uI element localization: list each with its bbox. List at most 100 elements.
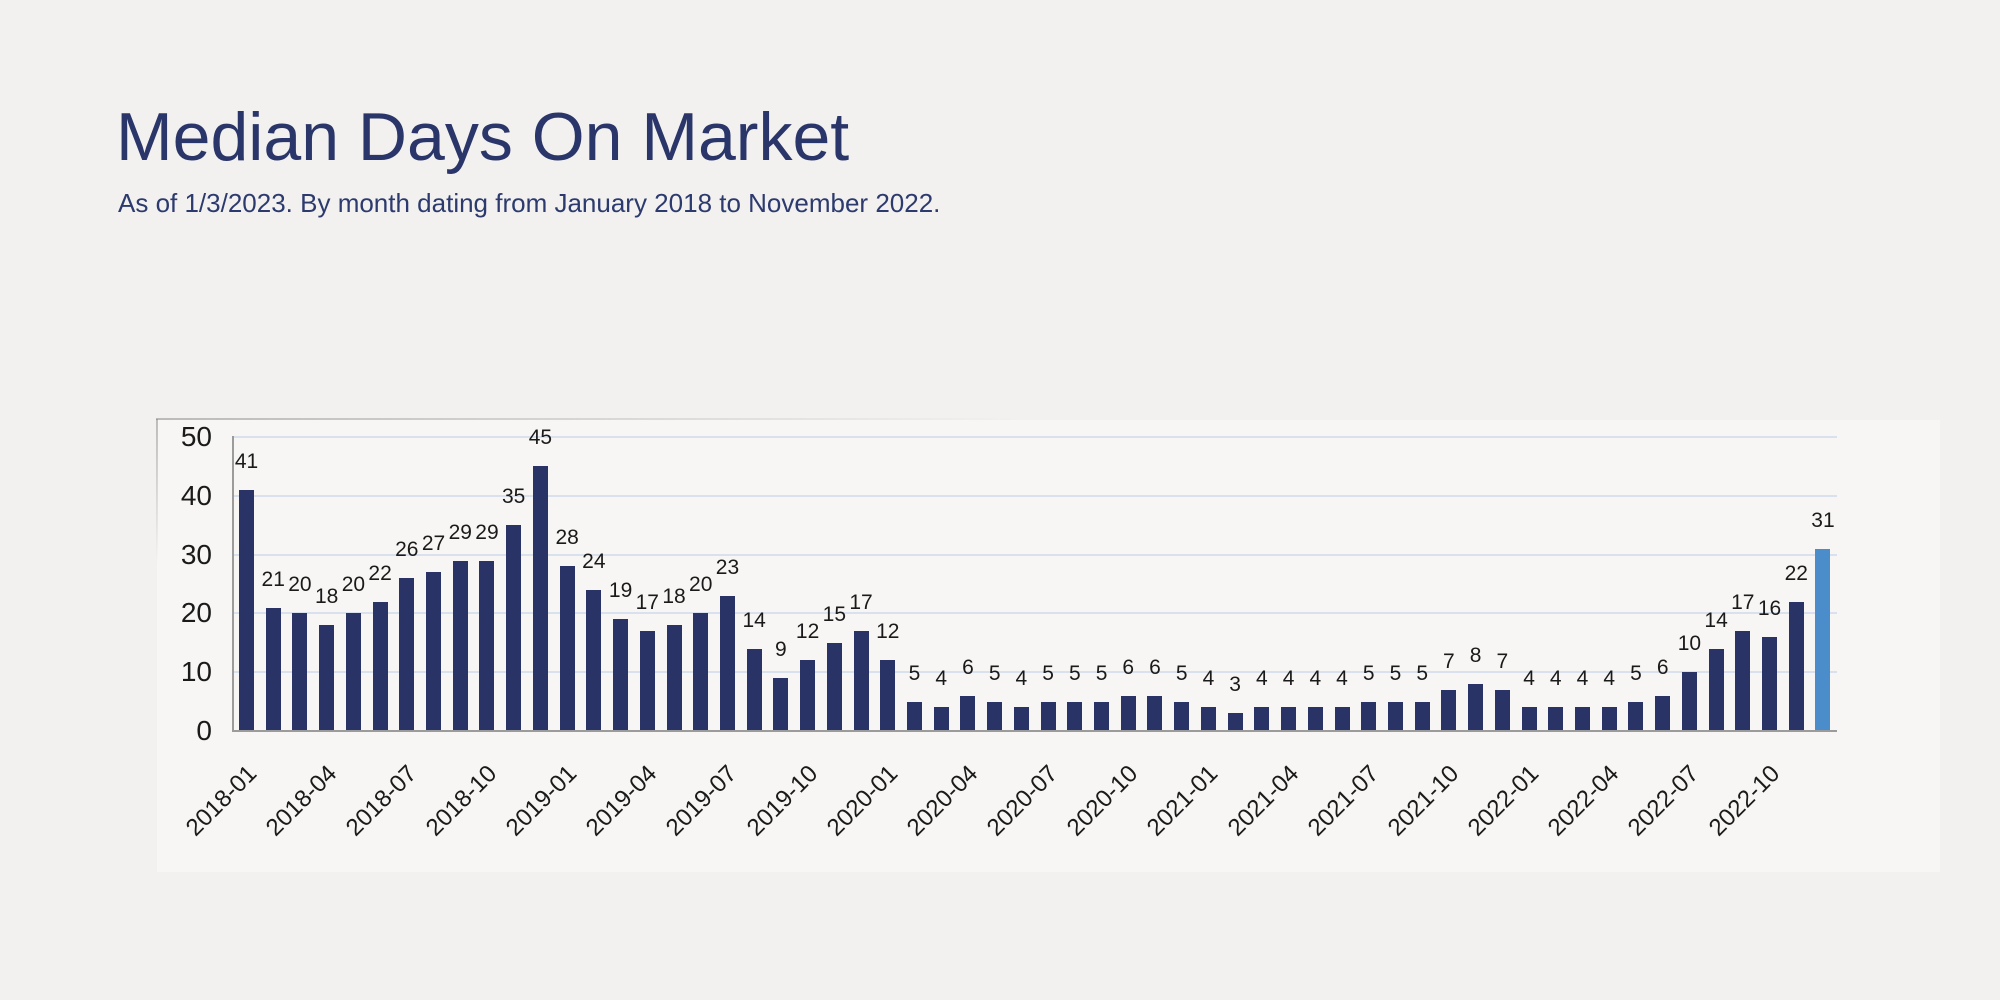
bar-value-label: 24 (582, 549, 606, 573)
bar (907, 701, 922, 732)
bar (319, 625, 335, 732)
grid-line-y10 (233, 671, 1837, 674)
bar (586, 589, 602, 732)
bar-value-label: 22 (368, 561, 392, 585)
bar (1521, 707, 1537, 732)
bar (559, 566, 575, 732)
bar (853, 631, 869, 732)
bar (1040, 701, 1056, 732)
bar-value-label: 12 (795, 620, 820, 644)
chart-card-shadow-left (156, 419, 158, 569)
bar (452, 560, 468, 732)
bar-value-label: 4 (1015, 667, 1028, 691)
bar (826, 642, 842, 732)
bar-value-label: 18 (662, 585, 686, 609)
bar-value-label: 4 (1282, 667, 1295, 691)
bar-value-label: 45 (528, 426, 553, 450)
bar (265, 607, 281, 732)
y-axis-line (231, 436, 234, 732)
bar-value-label: 29 (448, 520, 472, 544)
bar-value-label: 16 (1757, 596, 1782, 620)
bar-value-label: 14 (1704, 608, 1728, 632)
y-tick-label: 50 (180, 421, 212, 453)
bar-value-label: 4 (1549, 667, 1562, 691)
x-axis-line (231, 730, 1837, 732)
bar (1655, 695, 1671, 732)
bar-value-label: 26 (395, 538, 419, 562)
bar (800, 660, 816, 732)
bar-value-label: 17 (849, 591, 873, 615)
bar (292, 613, 308, 732)
bar (773, 678, 789, 732)
bar-value-label: 4 (1603, 667, 1616, 691)
bar-value-label: 10 (1677, 632, 1702, 656)
bar-value-label: 6 (1656, 655, 1669, 679)
bar (399, 578, 415, 732)
bar-value-label: 4 (1523, 667, 1535, 691)
bar-value-label: 14 (742, 608, 766, 632)
bar-value-label: 23 (715, 555, 740, 579)
y-tick-label: 20 (180, 597, 212, 629)
bar (1468, 683, 1484, 732)
bar (1575, 707, 1590, 732)
bar-value-label: 29 (475, 520, 499, 544)
y-tick-label: 10 (180, 656, 212, 688)
bar-value-label: 9 (775, 638, 787, 662)
bar-value-label: 5 (988, 661, 1001, 685)
bar-value-label: 20 (341, 573, 366, 597)
bar (1414, 701, 1430, 732)
bar (1147, 695, 1163, 732)
bar-value-label: 27 (421, 532, 446, 556)
bar-value-label: 4 (1576, 667, 1589, 691)
bar-value-label: 4 (1336, 667, 1348, 691)
chart-card-shadow-top (156, 418, 1056, 420)
bar-value-label: 17 (635, 591, 659, 615)
bar-value-label: 7 (1496, 649, 1509, 673)
bar (1307, 707, 1323, 732)
bar-value-label: 28 (555, 526, 579, 550)
bar (1628, 701, 1644, 732)
bar-value-label: 5 (1175, 661, 1188, 685)
bar (1120, 695, 1136, 732)
bar-value-label: 18 (314, 585, 339, 609)
bar-value-label: 7 (1443, 649, 1455, 673)
bar-value-label: 17 (1731, 591, 1755, 615)
bar (1548, 707, 1564, 732)
bar-value-label: 21 (261, 567, 285, 591)
bar-value-label: 6 (1149, 655, 1161, 679)
bar (1708, 648, 1724, 732)
bar (719, 595, 735, 732)
bar-value-label: 4 (1256, 667, 1268, 691)
bar (1281, 707, 1297, 732)
bar (746, 648, 762, 732)
bar (1735, 631, 1751, 732)
bar-value-label: 5 (908, 661, 921, 685)
bar-value-label: 4 (935, 667, 948, 691)
bar (239, 489, 254, 732)
bar (1681, 672, 1697, 732)
y-tick-label: 40 (180, 479, 212, 511)
bar-value-label: 5 (1362, 661, 1375, 685)
bar (1387, 701, 1403, 732)
bar (372, 601, 388, 732)
bar-value-label: 5 (1068, 661, 1081, 685)
bar-value-label: 4 (1309, 667, 1322, 691)
bar-value-label: 5 (1042, 661, 1054, 685)
bar-value-label: 22 (1784, 561, 1808, 585)
bar (666, 625, 682, 732)
bar-value-label: 35 (502, 485, 526, 509)
bar-value-label: 20 (689, 573, 713, 597)
bar-value-label: 8 (1469, 643, 1482, 667)
bar (1788, 601, 1804, 732)
bar-value-label: 19 (608, 579, 633, 603)
bar-value-label: 5 (1416, 661, 1429, 685)
bar-value-label: 15 (822, 602, 846, 626)
bar (479, 560, 495, 732)
bar (1174, 701, 1190, 732)
bar (426, 572, 442, 732)
bar (1254, 707, 1270, 732)
bar-value-label: 3 (1229, 673, 1241, 697)
bar-value-label: 31 (1811, 508, 1835, 532)
bar (1361, 701, 1377, 732)
